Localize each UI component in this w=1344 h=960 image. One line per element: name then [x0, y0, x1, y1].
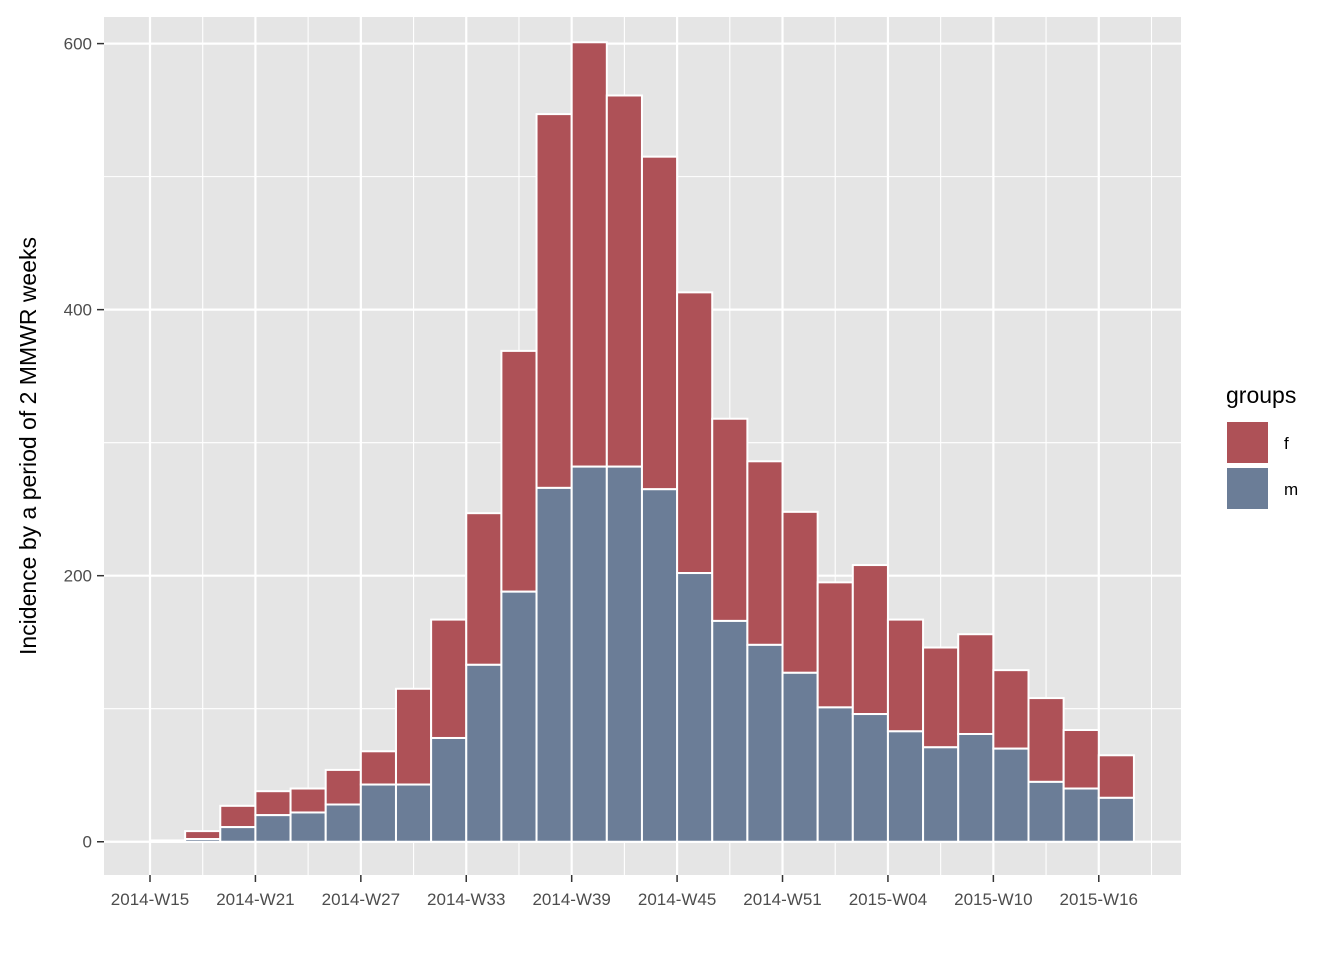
- bar-f-2014-W19: [219, 804, 257, 829]
- y-axis: 0 200 400 600: [64, 35, 104, 852]
- bar-f-2015-W15: [1062, 729, 1100, 790]
- y-axis-title: Incidence by a period of 2 MMWR weeks: [15, 237, 41, 655]
- bar-m-2015-W11: [992, 747, 1030, 843]
- bar-f-2014-W27: [359, 750, 397, 786]
- bar-f-2015-W17: [1097, 754, 1135, 799]
- bar-f-2015-W03: [851, 564, 889, 716]
- bar-f-2014-W33: [465, 512, 503, 666]
- y-tick-label: 600: [64, 35, 92, 54]
- bar-f-2014-W49: [746, 460, 784, 646]
- bar-m-2014-W23: [289, 811, 327, 843]
- x-tick-label: 2014-W39: [532, 890, 610, 909]
- bar-m-2014-W51: [781, 671, 819, 843]
- y-tick-label: 0: [83, 833, 92, 852]
- bar-f-2014-W47: [711, 417, 749, 622]
- bar-f-2014-W25: [324, 768, 362, 806]
- bar-f-2014-W45: [676, 291, 714, 575]
- bar-f-2014-W35: [500, 349, 538, 593]
- legend-label-m: m: [1284, 480, 1298, 499]
- bar-m-2014-W35: [500, 590, 538, 843]
- bar-f-2015-W11: [992, 669, 1030, 750]
- legend-swatch-m: [1227, 468, 1268, 509]
- legend-label-f: f: [1284, 434, 1289, 453]
- bar-f-2014-W43: [640, 155, 679, 491]
- x-tick-label: 2015-W16: [1060, 890, 1138, 909]
- bar-m-2014-W15: [149, 839, 187, 843]
- bar-m-2014-W45: [676, 572, 714, 843]
- x-tick-label: 2014-W45: [638, 890, 716, 909]
- legend: groups f m: [1226, 382, 1298, 509]
- bar-m-2014-W37: [535, 486, 573, 843]
- y-tick-label: 200: [64, 567, 92, 586]
- bar-m-2014-W41: [605, 465, 643, 843]
- bar-m-2014-W17: [184, 838, 222, 843]
- bar-f-2015-W13: [1027, 697, 1065, 783]
- bar-f-2015-W09: [957, 633, 995, 735]
- bar-f-2014-W41: [605, 94, 643, 468]
- bar-m-2015-W09: [957, 732, 995, 843]
- bar-m-2014-W47: [711, 619, 749, 843]
- bar-f-2014-W21: [254, 790, 292, 817]
- bar-m-2014-W43: [640, 488, 679, 843]
- bar-m-2014-W31: [430, 736, 468, 843]
- x-tick-label: 2014-W27: [322, 890, 400, 909]
- bars: [149, 41, 1135, 843]
- bar-f-2014-W51: [781, 510, 819, 674]
- bar-m-2015-W17: [1097, 796, 1135, 843]
- bar-m-2015-W07: [922, 746, 960, 843]
- bar-m-2015-W05: [886, 730, 925, 843]
- y-tick-label: 400: [64, 301, 92, 320]
- bar-m-2014-W49: [746, 643, 784, 843]
- bar-m-2014-W39: [570, 465, 608, 843]
- bar-m-2014-W27: [359, 783, 397, 843]
- bar-f-2014-W39: [570, 41, 608, 468]
- legend-swatch-f: [1227, 422, 1268, 463]
- bar-m-2015-W01: [816, 706, 854, 843]
- bar-m-2014-W25: [324, 803, 362, 843]
- x-axis: 2014-W15 2014-W21 2014-W27 2014-W33 2014-W39…: [111, 875, 1138, 909]
- bar-m-2014-W19: [219, 826, 257, 843]
- bar-f-2015-W01: [816, 581, 854, 709]
- bar-f-2014-W31: [430, 618, 468, 739]
- bar-f-2014-W29: [394, 687, 433, 786]
- x-tick-label: 2014-W51: [743, 890, 821, 909]
- bar-m-2014-W33: [465, 663, 503, 843]
- bar-f-2014-W23: [289, 787, 327, 814]
- x-tick-label: 2014-W33: [427, 890, 505, 909]
- bar-f-2014-W37: [535, 113, 573, 489]
- bar-m-2014-W21: [254, 814, 292, 843]
- x-tick-label: 2014-W21: [216, 890, 294, 909]
- legend-title: groups: [1226, 382, 1296, 408]
- bar-f-2015-W05: [886, 618, 925, 733]
- bar-m-2015-W15: [1062, 787, 1100, 843]
- x-tick-label: 2015-W04: [849, 890, 927, 909]
- bar-f-2015-W07: [922, 646, 960, 749]
- bar-m-2015-W03: [851, 713, 889, 843]
- x-tick-label: 2015-W10: [954, 890, 1032, 909]
- x-tick-label: 2014-W15: [111, 890, 189, 909]
- bar-m-2014-W29: [394, 783, 433, 843]
- bar-f-2014-W17: [184, 830, 222, 841]
- bar-m-2015-W13: [1027, 780, 1065, 843]
